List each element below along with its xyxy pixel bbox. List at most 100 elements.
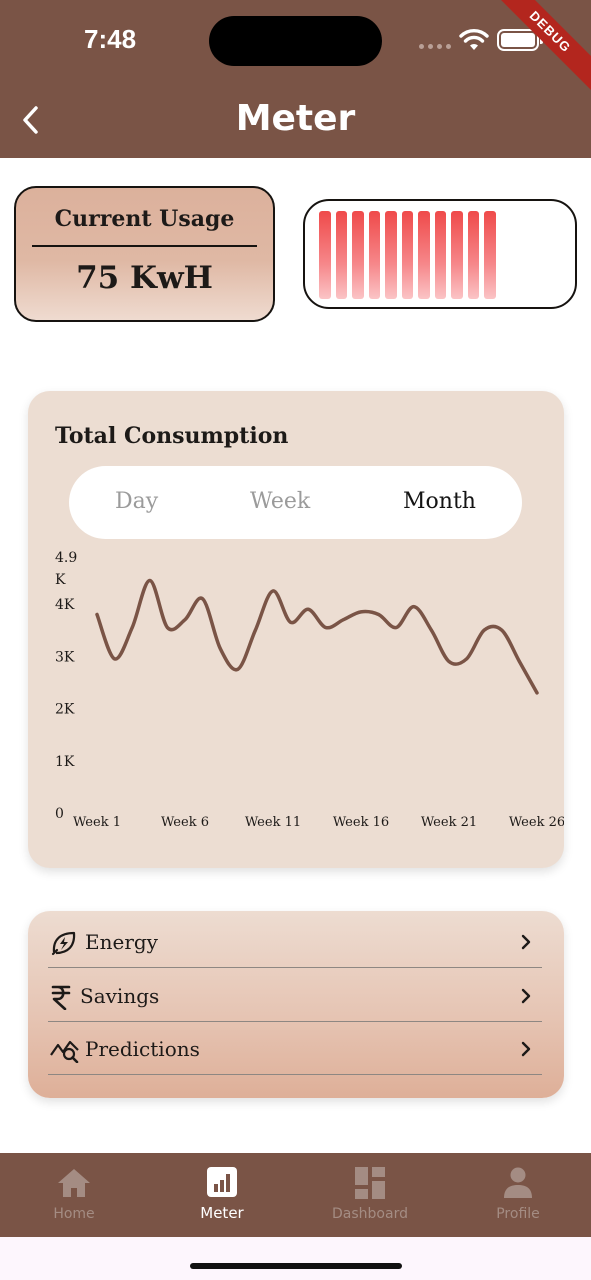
chevron-right-icon: [521, 1041, 531, 1057]
consumption-title: Total Consumption: [55, 423, 289, 449]
data-point: [236, 667, 240, 671]
y-tick-label: 3K: [55, 649, 75, 665]
nav-label: Meter: [200, 1204, 244, 1222]
y-tick-label: 0: [55, 806, 64, 822]
y-tick-label: 4K: [55, 597, 75, 613]
data-point: [130, 626, 134, 630]
menu-item-label: Savings: [80, 984, 160, 1008]
page-title: Meter: [235, 98, 356, 139]
menu-item-savings[interactable]: Savings: [48, 968, 542, 1022]
tab-day[interactable]: Day: [115, 489, 159, 514]
x-tick-label: Week 1: [73, 815, 121, 830]
data-point: [341, 618, 345, 622]
x-tick-label: Week 26: [509, 815, 564, 830]
data-point: [359, 610, 363, 614]
data-point: [429, 628, 433, 632]
menu-item-energy[interactable]: Energy: [48, 914, 542, 968]
chevron-left-icon: [23, 106, 38, 134]
dashboard-icon: [355, 1167, 385, 1199]
nav-label: Dashboard: [332, 1206, 408, 1222]
data-point: [113, 657, 117, 661]
nav-meter[interactable]: Meter: [148, 1153, 296, 1237]
consumption-series-line: [95, 578, 539, 695]
bottom-navigation: Home Meter Dashboard Profile: [0, 1153, 591, 1237]
consumption-line-chart: 0 1K 2K 3K 4K 4.9 K Week 1 Week 6 Week 11 Week 16 W…: [55, 550, 564, 830]
usage-divider: [32, 245, 257, 247]
tab-week[interactable]: Week: [250, 489, 311, 514]
total-consumption-card: Total Consumption Day Week Month 0 1K 2K 3K…: [28, 391, 564, 868]
data-point: [482, 628, 486, 632]
menu-item-label: Energy: [85, 930, 158, 954]
nav-label: Home: [53, 1206, 95, 1222]
person-icon: [504, 1167, 532, 1198]
x-tick-label: Week 6: [161, 815, 209, 830]
y-tick-label: 2K: [55, 702, 75, 718]
level-bar: [401, 211, 413, 299]
nav-dashboard[interactable]: Dashboard: [296, 1153, 444, 1237]
home-indicator-area: [0, 1237, 591, 1280]
chevron-right-icon: [521, 988, 531, 1004]
data-point: [306, 607, 310, 611]
level-bar: [467, 211, 479, 299]
home-icon: [58, 1169, 90, 1197]
home-indicator: [190, 1263, 402, 1269]
data-point: [535, 691, 539, 695]
data-point: [447, 659, 451, 663]
menu-item-label: Predictions: [85, 1037, 200, 1061]
status-time: 7:48: [84, 24, 137, 54]
data-point: [517, 659, 521, 663]
x-tick-label: Week 21: [421, 815, 477, 830]
data-point: [271, 589, 275, 593]
y-tick-label: 1K: [55, 754, 75, 770]
nav-profile[interactable]: Profile: [444, 1153, 591, 1237]
data-point: [289, 620, 293, 624]
x-tick-label: Week 16: [333, 815, 389, 830]
cellular-signal-icon: [419, 44, 451, 49]
menu-divider: [48, 1074, 542, 1075]
level-bar: [319, 211, 331, 299]
back-button[interactable]: [16, 100, 52, 140]
level-bar: [368, 211, 380, 299]
options-menu: Energy Savings Predictions: [28, 911, 564, 1098]
level-bars: [319, 211, 496, 299]
data-point: [253, 628, 257, 632]
usage-label: Current Usage: [54, 206, 235, 232]
data-point: [218, 646, 222, 650]
level-bar: [385, 211, 397, 299]
period-tabs: Day Week Month: [69, 466, 522, 539]
y-tick-label: 4.9: [55, 550, 77, 566]
level-bar: [418, 211, 430, 299]
usage-value: 75 KwH: [76, 260, 213, 296]
data-point: [148, 579, 152, 583]
chart-search-icon: [50, 1040, 79, 1063]
leaf-bolt-icon: [51, 931, 76, 956]
nav-home[interactable]: Home: [0, 1153, 148, 1237]
data-point: [165, 626, 169, 630]
rupee-icon: [51, 985, 71, 1010]
data-point: [377, 612, 381, 616]
nav-label: Profile: [496, 1206, 540, 1222]
chevron-right-icon: [521, 934, 531, 950]
data-point: [465, 657, 469, 661]
bar-chart-icon: [207, 1167, 237, 1197]
data-point: [324, 626, 328, 630]
level-bar: [484, 211, 496, 299]
data-point: [95, 612, 99, 616]
menu-divider: [48, 967, 542, 968]
usage-level-meter: [303, 199, 577, 309]
current-usage-card: Current Usage 75 KwH: [14, 186, 275, 322]
app-header: 7:48 DEBUG Meter: [0, 0, 591, 158]
dynamic-island: [209, 16, 382, 66]
data-point: [500, 628, 504, 632]
level-bar: [434, 211, 446, 299]
level-bar: [335, 211, 347, 299]
tab-month[interactable]: Month: [403, 489, 476, 514]
menu-item-predictions[interactable]: Predictions: [48, 1021, 542, 1075]
data-point: [412, 605, 416, 609]
data-point: [394, 626, 398, 630]
data-point: [183, 618, 187, 622]
level-bar: [451, 211, 463, 299]
x-tick-label: Week 11: [245, 815, 301, 830]
wifi-icon: [459, 29, 489, 50]
menu-divider: [48, 1021, 542, 1022]
